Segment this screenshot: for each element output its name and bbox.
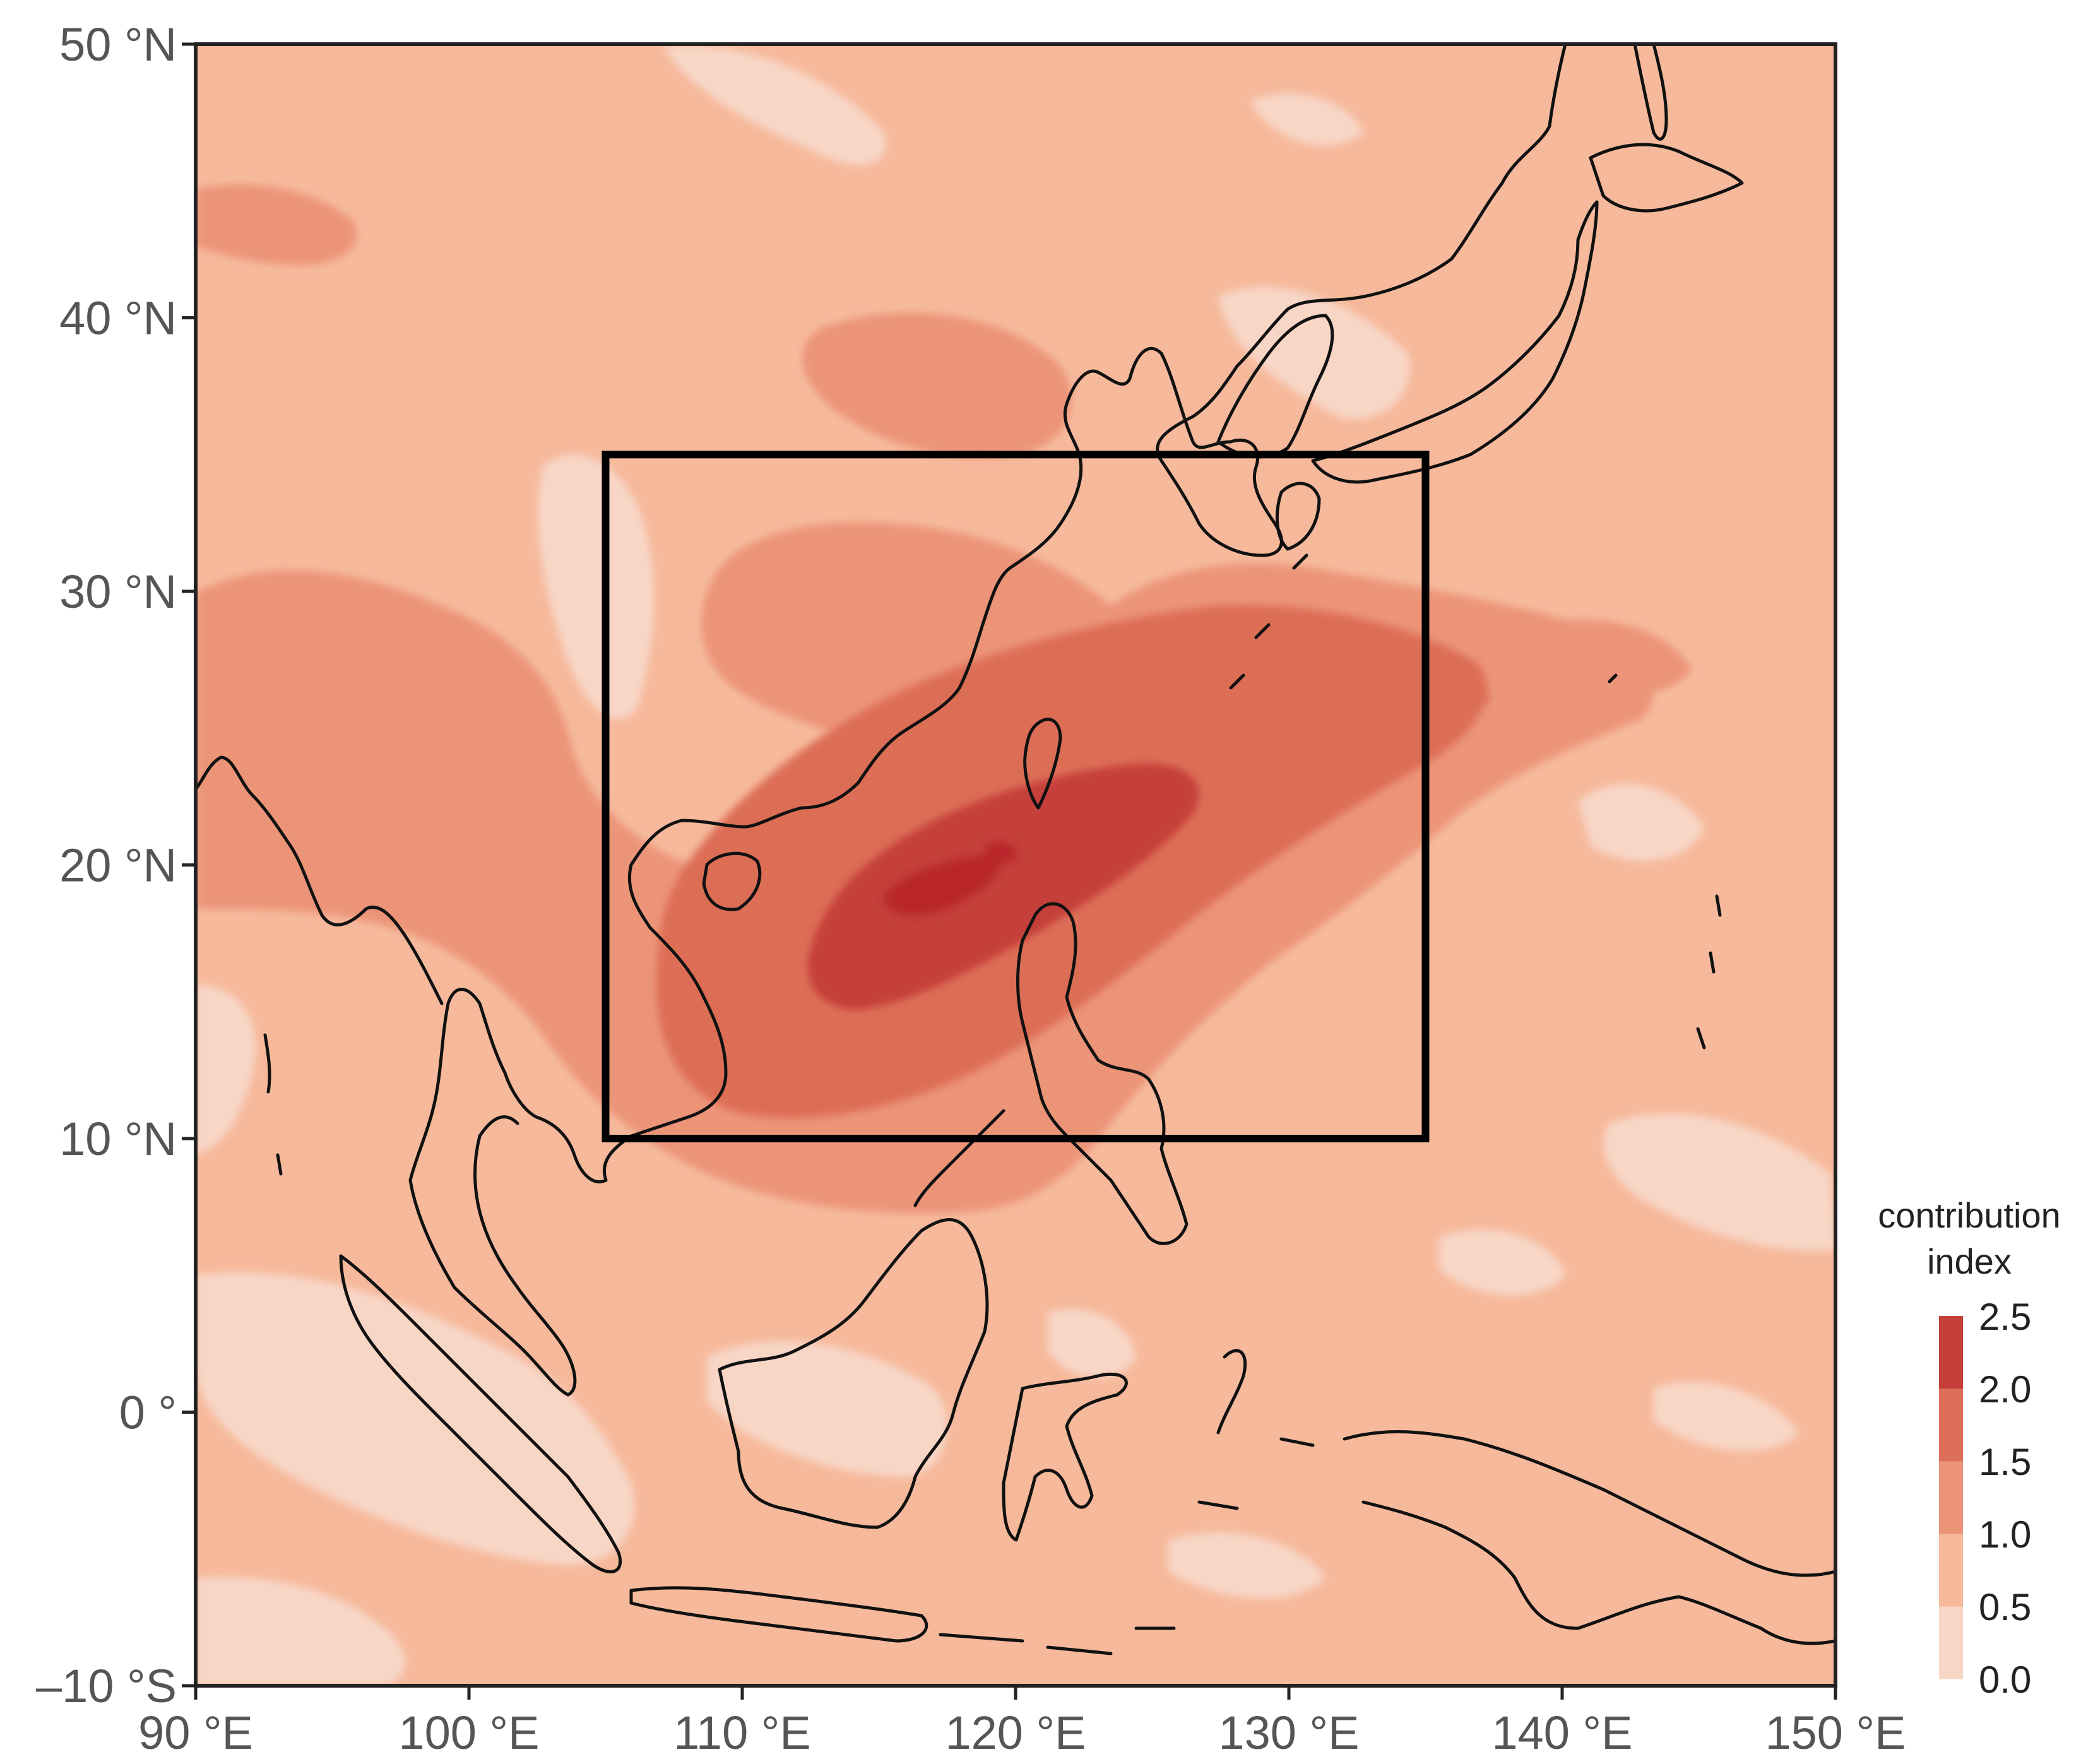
contribution-contour-field xyxy=(196,44,1835,1686)
colorbar-level-label: 0.0 xyxy=(1979,1659,2031,1701)
y-axis: 50 °N 40 °N 30 °N 20 °N 10 °N 0 ° –10 °S xyxy=(36,18,196,1712)
coastline-sakhalin xyxy=(1633,44,1668,141)
colorbar-level-label: 1.5 xyxy=(1979,1441,2031,1483)
x-tick-label: 140 °E xyxy=(1492,1707,1633,1759)
coastline-ryukyu xyxy=(1229,553,1618,690)
legend-title-line2: index xyxy=(1927,1241,2012,1281)
coastline-moluccas xyxy=(1197,1349,1315,1510)
y-tick-label: 0 ° xyxy=(119,1387,177,1439)
contour-level-above-2.5 xyxy=(884,841,1017,916)
colorbar-swatches xyxy=(1939,1316,1963,1679)
coastline-sumatra xyxy=(339,1254,622,1573)
y-tick-label: 40 °N xyxy=(59,292,177,345)
coastline-java xyxy=(629,1586,928,1643)
y-tick-label: 20 °N xyxy=(59,839,177,892)
coastline-japan-kyushu xyxy=(1275,482,1321,551)
x-tick-label: 90 °E xyxy=(138,1707,253,1759)
coastline-japan-hokkaido xyxy=(1589,143,1744,213)
x-tick-label: 120 °E xyxy=(946,1707,1086,1759)
coastline-japan-honshu xyxy=(1311,200,1599,484)
colorbar-swatch xyxy=(1939,1316,1963,1389)
coastline-borneo xyxy=(718,1218,989,1529)
colorbar-level-label: 2.5 xyxy=(1979,1296,2031,1338)
y-tick-label: –10 °S xyxy=(36,1660,177,1712)
coastline-lesser-sunda xyxy=(939,1626,1176,1655)
x-tick-label: 130 °E xyxy=(1219,1707,1360,1759)
y-tick-label: 10 °N xyxy=(59,1113,177,1165)
coastline-marianas xyxy=(1696,894,1722,1050)
coastline-taiwan xyxy=(1023,718,1062,810)
analysis-region-box xyxy=(602,451,1430,1142)
contour-level-2.0-2.5 xyxy=(807,763,1199,1010)
colorbar-labels: 0.0 0.5 1.0 1.5 2.0 2.5 xyxy=(1979,1296,2031,1701)
colorbar-swatch xyxy=(1939,1534,1963,1607)
coastline-philippines xyxy=(1016,902,1189,1245)
contour-level-0.0-0.5 xyxy=(196,45,1835,1686)
coastline-hainan xyxy=(702,851,762,911)
legend-title-line1: contribution xyxy=(1878,1195,2061,1235)
colorbar-swatch xyxy=(1939,1388,1963,1462)
colorbar-swatch xyxy=(1939,1606,1963,1679)
coastlines xyxy=(196,44,1835,1655)
colorbar-level-label: 1.0 xyxy=(1979,1513,2031,1556)
colorbar-level-label: 0.5 xyxy=(1979,1586,2031,1628)
coastline-sulawesi xyxy=(1002,1372,1128,1542)
x-axis: 90 °E 100 °E 110 °E 120 °E 130 °E 140 °E 150 °… xyxy=(138,1686,1906,1759)
x-tick-label: 150 °E xyxy=(1765,1707,1906,1759)
coastline-new-guinea xyxy=(1343,1430,1835,1645)
x-tick-label: 110 °E xyxy=(673,1707,810,1759)
colorbar-level-label: 2.0 xyxy=(1979,1368,2031,1411)
coastline-palawan xyxy=(913,1109,1005,1207)
colorbar-legend: contribution index 0.0 0.5 1.0 1.5 2.0 2.5 xyxy=(1878,1195,2061,1701)
x-tick-label: 100 °E xyxy=(399,1707,540,1759)
colorbar-swatch xyxy=(1939,1461,1963,1534)
y-tick-label: 50 °N xyxy=(59,18,177,71)
y-tick-label: 30 °N xyxy=(59,565,177,618)
coastline-andaman xyxy=(263,1033,283,1176)
